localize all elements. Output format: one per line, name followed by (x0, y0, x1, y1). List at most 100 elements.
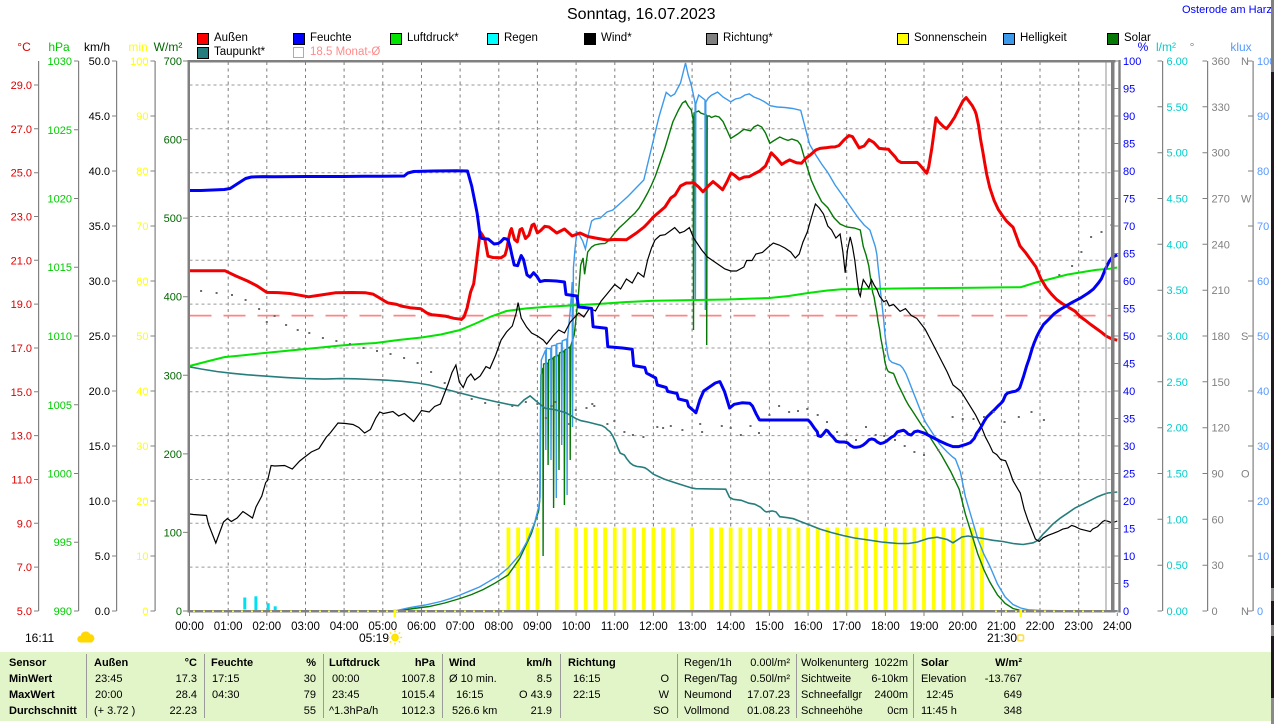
svg-text:0: 0 (176, 606, 182, 618)
svg-text:210: 210 (1212, 285, 1230, 297)
svg-text:0.50: 0.50 (1167, 560, 1188, 572)
svg-text:1010: 1010 (48, 331, 72, 343)
svg-text:400: 400 (164, 292, 182, 304)
svg-text:23.0: 23.0 (11, 212, 32, 224)
svg-text:°: ° (1190, 40, 1195, 54)
svg-text:16:11: 16:11 (25, 631, 54, 645)
svg-text:0: 0 (1212, 606, 1218, 618)
svg-text:20.0: 20.0 (89, 386, 110, 398)
svg-text:09:00: 09:00 (523, 621, 552, 633)
svg-text:19:00: 19:00 (910, 621, 939, 633)
svg-text:90: 90 (1257, 111, 1269, 123)
svg-text:N: N (1241, 56, 1249, 68)
svg-text:65: 65 (1123, 249, 1135, 261)
svg-text:°C: °C (17, 40, 31, 54)
svg-text:55: 55 (1123, 304, 1135, 316)
svg-text:hPa: hPa (48, 40, 70, 54)
svg-text:21:00: 21:00 (987, 621, 1016, 633)
svg-text:75: 75 (1123, 194, 1135, 206)
svg-text:80: 80 (1123, 166, 1135, 178)
svg-text:500: 500 (164, 213, 182, 225)
svg-text:10: 10 (1123, 551, 1135, 563)
svg-text:7.0: 7.0 (17, 562, 32, 574)
svg-text:120: 120 (1212, 423, 1230, 435)
svg-text:330: 330 (1212, 102, 1230, 114)
svg-text:70: 70 (136, 221, 148, 233)
svg-text:16:00: 16:00 (794, 621, 823, 633)
svg-text:l/m²: l/m² (1156, 40, 1176, 54)
svg-text:50.0: 50.0 (89, 56, 110, 68)
svg-text:270: 270 (1212, 194, 1230, 206)
svg-text:0: 0 (142, 606, 148, 618)
svg-text:km/h: km/h (84, 40, 110, 54)
svg-text:100: 100 (1257, 56, 1274, 68)
svg-text:06:00: 06:00 (407, 621, 436, 633)
svg-text:240: 240 (1212, 239, 1230, 251)
svg-text:1005: 1005 (48, 400, 72, 412)
svg-text:0.00: 0.00 (1167, 606, 1188, 618)
svg-text:35: 35 (1123, 414, 1135, 426)
svg-text:08:00: 08:00 (484, 621, 513, 633)
svg-text:0: 0 (1257, 606, 1263, 618)
svg-text:80: 80 (1257, 166, 1269, 178)
svg-text:11.0: 11.0 (11, 475, 32, 487)
svg-text:02:00: 02:00 (252, 621, 281, 633)
svg-text:0: 0 (1123, 606, 1129, 618)
svg-text:100: 100 (130, 56, 148, 68)
svg-text:45: 45 (1123, 359, 1135, 371)
svg-text:15:00: 15:00 (755, 621, 784, 633)
svg-text:1000: 1000 (48, 469, 72, 481)
svg-text:5.50: 5.50 (1167, 102, 1188, 114)
svg-text:W/m²: W/m² (154, 40, 183, 54)
svg-text:60: 60 (1123, 276, 1135, 288)
svg-text:35.0: 35.0 (89, 221, 110, 233)
svg-text:1030: 1030 (48, 56, 72, 68)
svg-text:0.0: 0.0 (95, 606, 110, 618)
svg-text:29.0: 29.0 (11, 80, 32, 92)
svg-text:200: 200 (164, 449, 182, 461)
svg-text:10: 10 (136, 551, 148, 563)
svg-text:180: 180 (1212, 331, 1230, 343)
svg-text:18:00: 18:00 (871, 621, 900, 633)
svg-text:6.00: 6.00 (1167, 56, 1188, 68)
svg-text:4.00: 4.00 (1167, 239, 1188, 251)
svg-text:21.0: 21.0 (11, 255, 32, 267)
svg-text:25: 25 (1123, 469, 1135, 481)
svg-text:995: 995 (54, 537, 72, 549)
svg-text:80: 80 (136, 166, 148, 178)
svg-text:W: W (1241, 194, 1252, 206)
svg-text:40: 40 (136, 386, 148, 398)
svg-text:70: 70 (1257, 221, 1269, 233)
svg-text:min: min (128, 40, 147, 54)
svg-text:45.0: 45.0 (89, 111, 110, 123)
svg-text:23:00: 23:00 (1064, 621, 1093, 633)
svg-text:85: 85 (1123, 139, 1135, 151)
svg-text:40: 40 (1123, 386, 1135, 398)
svg-text:60: 60 (1212, 514, 1224, 526)
svg-text:100: 100 (164, 527, 182, 539)
svg-text:50: 50 (1123, 331, 1135, 343)
svg-text:40.0: 40.0 (89, 166, 110, 178)
svg-text:10: 10 (1257, 551, 1269, 563)
svg-text:300: 300 (1212, 148, 1230, 160)
svg-text:21:30: 21:30 (987, 631, 1017, 645)
svg-text:4.50: 4.50 (1167, 194, 1188, 206)
svg-text:13.0: 13.0 (11, 431, 32, 443)
svg-text:04:00: 04:00 (330, 621, 359, 633)
svg-text:07:00: 07:00 (446, 621, 475, 633)
svg-text:9.0: 9.0 (17, 518, 32, 530)
svg-text:5.00: 5.00 (1167, 148, 1188, 160)
svg-text:30: 30 (1212, 560, 1224, 572)
svg-text:15: 15 (1123, 524, 1135, 536)
svg-text:60: 60 (136, 276, 148, 288)
svg-text:2.00: 2.00 (1167, 423, 1188, 435)
svg-text:19.0: 19.0 (11, 299, 32, 311)
svg-text:300: 300 (164, 370, 182, 382)
svg-text:05:00: 05:00 (368, 621, 397, 633)
svg-text:30.0: 30.0 (89, 276, 110, 288)
svg-text:S: S (1241, 331, 1248, 343)
svg-text:20: 20 (1257, 496, 1269, 508)
svg-text:1025: 1025 (48, 125, 72, 137)
svg-text:150: 150 (1212, 377, 1230, 389)
svg-text:05:19: 05:19 (359, 631, 389, 645)
